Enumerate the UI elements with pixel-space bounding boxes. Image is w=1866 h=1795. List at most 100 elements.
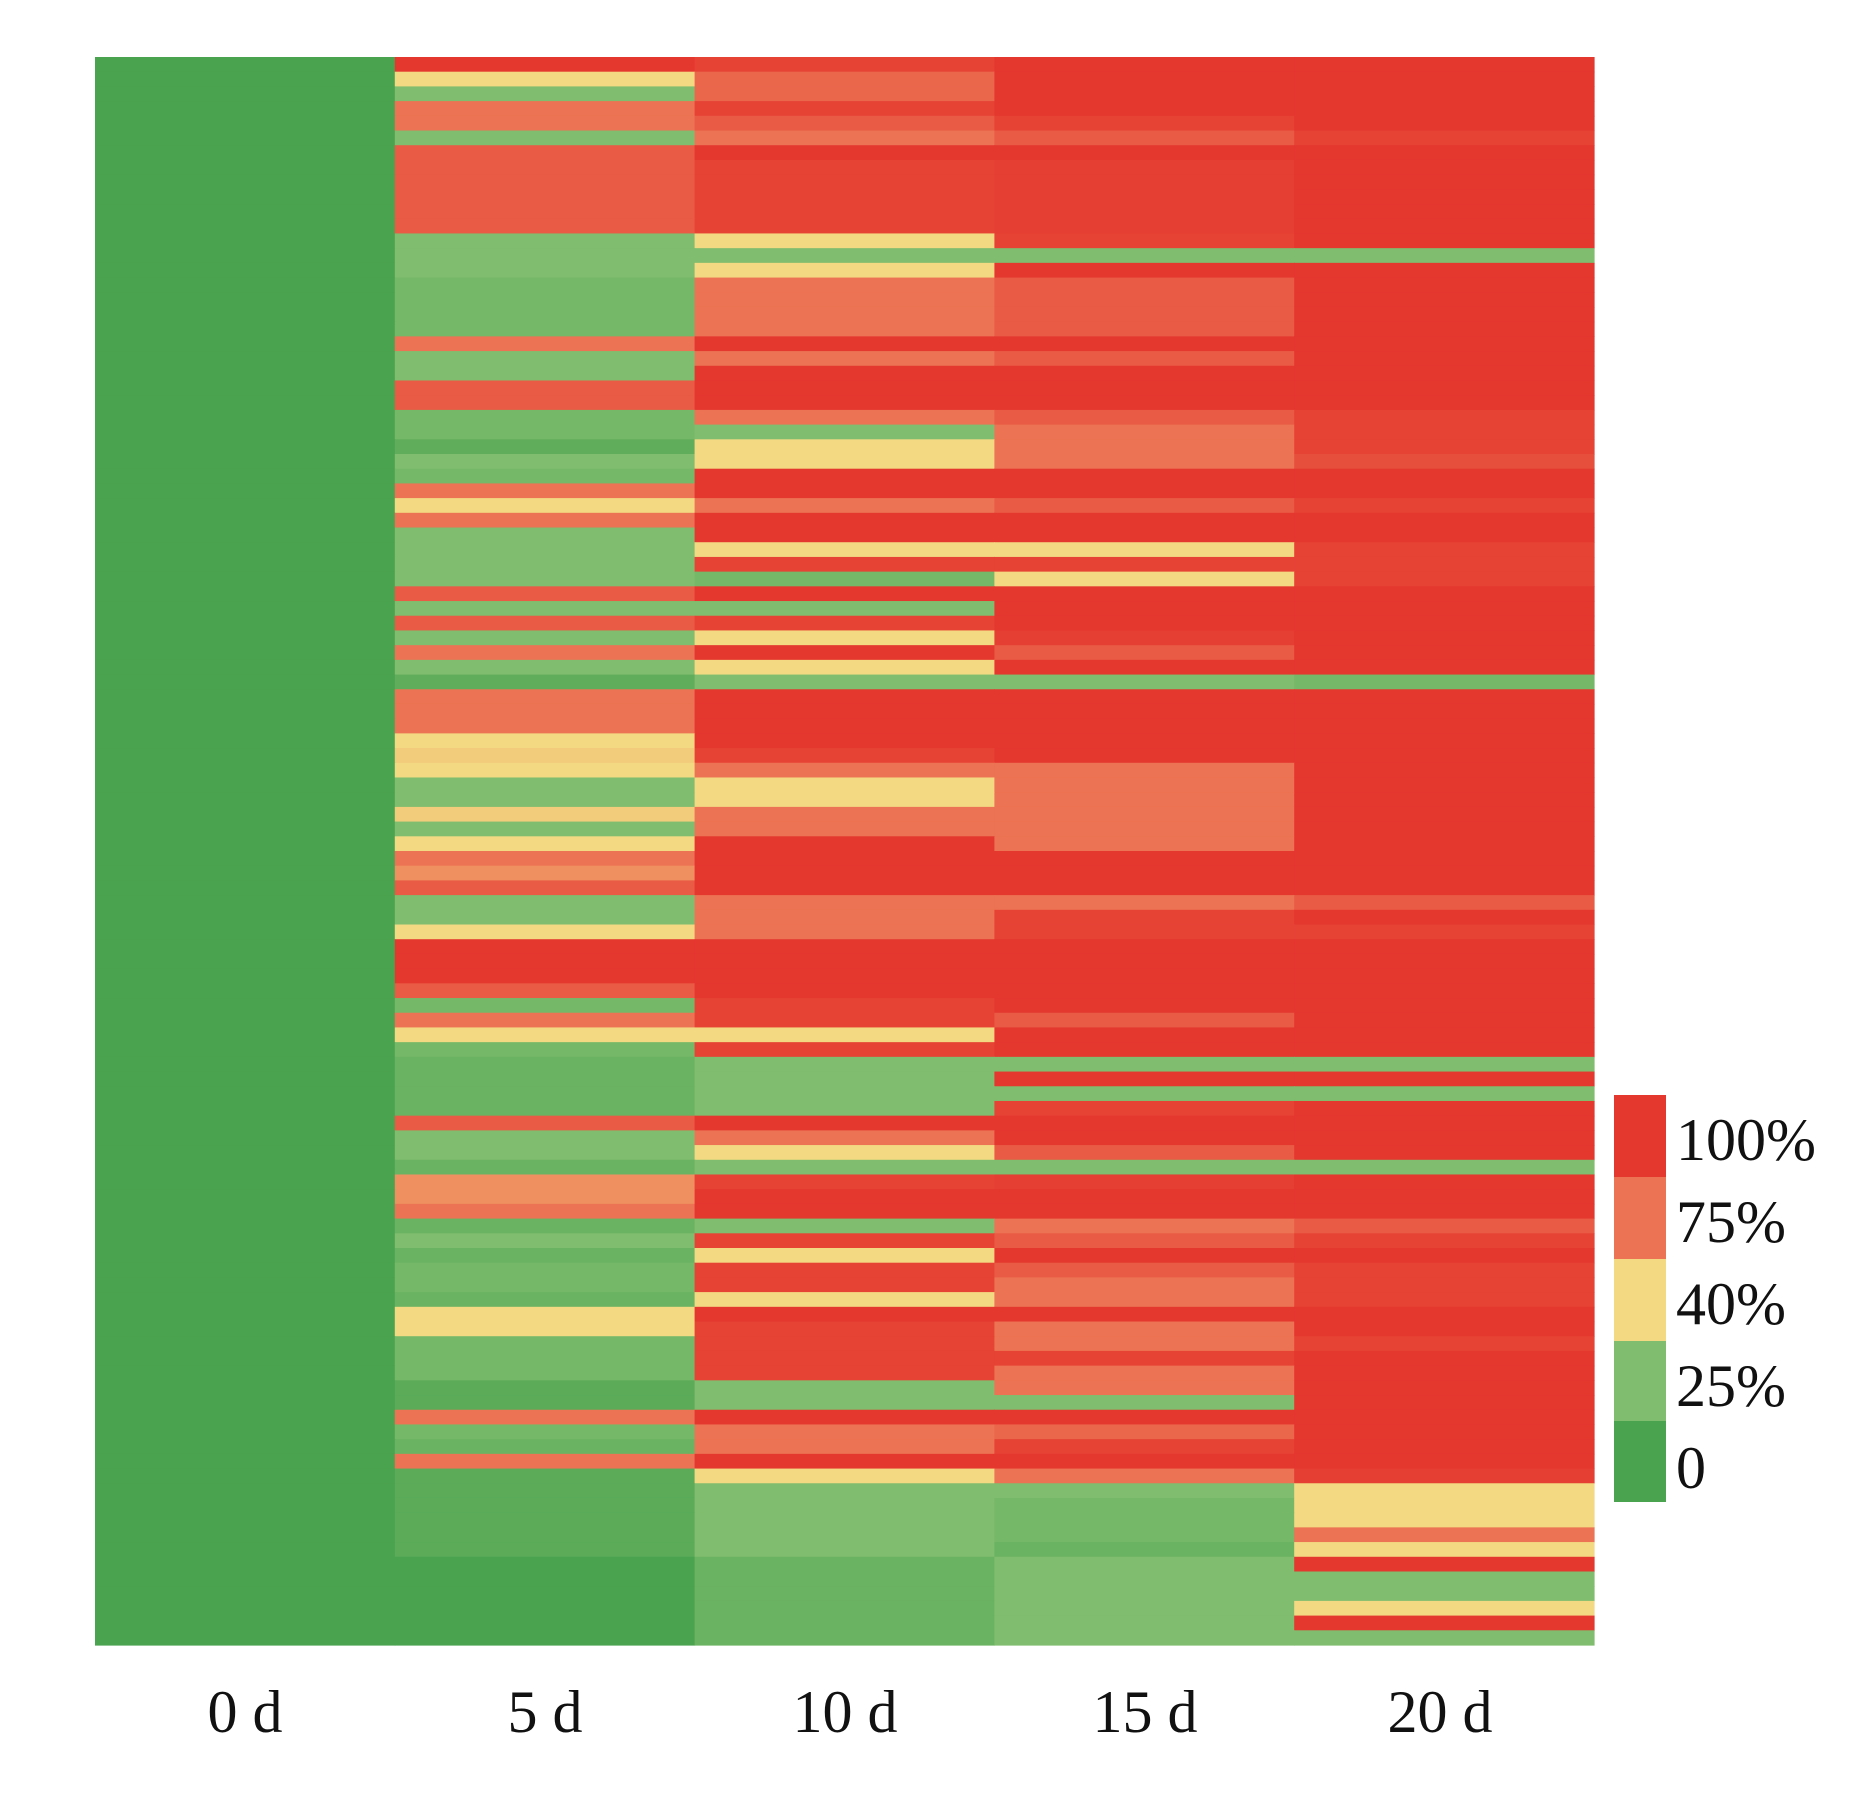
heatmap-cell	[394, 659, 696, 676]
heatmap-cell	[994, 836, 1295, 852]
heatmap-cell	[95, 1365, 396, 1381]
heatmap-cell	[394, 1365, 696, 1381]
heatmap-cell	[994, 1512, 1295, 1528]
heatmap-cell	[994, 556, 1295, 573]
heatmap-cell	[1294, 409, 1595, 426]
heatmap-cell	[1294, 909, 1595, 926]
heatmap-cell	[994, 1277, 1295, 1293]
heatmap-cell	[994, 1159, 1295, 1176]
heatmap-cell	[95, 1277, 396, 1293]
heatmap-cell	[694, 1262, 995, 1278]
heatmap-cell	[694, 880, 995, 896]
heatmap-cell	[394, 395, 696, 411]
heatmap-cell	[1294, 689, 1595, 705]
heatmap-cell	[394, 703, 696, 720]
heatmap-cell	[1294, 880, 1595, 896]
heatmap-cell	[694, 380, 995, 396]
heatmap-cell	[95, 468, 396, 484]
heatmap-cell	[694, 1115, 995, 1131]
heatmap-cell	[994, 1042, 1295, 1058]
heatmap-cell	[994, 115, 1295, 132]
heatmap-cell	[95, 1350, 396, 1367]
heatmap-cell	[95, 1439, 396, 1455]
heatmap-cell	[95, 351, 396, 367]
heatmap-cell	[994, 527, 1295, 543]
heatmap-cell	[394, 1027, 696, 1043]
heatmap-cell	[694, 1086, 995, 1102]
heatmap-cell	[994, 189, 1295, 205]
heatmap-cell	[994, 306, 1295, 323]
heatmap-cell	[1294, 1056, 1595, 1073]
heatmap-cell	[1294, 454, 1595, 470]
heatmap-cell	[994, 1453, 1295, 1470]
heatmap-cell	[394, 204, 696, 220]
heatmap-cell	[694, 1189, 995, 1205]
heatmap-cell	[95, 1336, 396, 1352]
heatmap-cell	[95, 277, 396, 293]
heatmap-cell	[994, 1542, 1295, 1558]
heatmap-cell	[1294, 1542, 1595, 1558]
heatmap-cell	[394, 424, 696, 440]
heatmap-cell	[994, 1086, 1295, 1102]
heatmap-cell	[394, 527, 696, 543]
heatmap-cell	[694, 1409, 995, 1426]
heatmap-cell	[1294, 468, 1595, 484]
heatmap-cell	[394, 1395, 696, 1411]
heatmap-cell	[994, 1262, 1295, 1278]
heatmap-cell	[394, 953, 696, 970]
heatmap-cell	[95, 1306, 396, 1323]
heatmap-cell	[694, 1292, 995, 1308]
heatmap-cell	[394, 1115, 696, 1131]
heatmap-cell	[1294, 968, 1595, 984]
heatmap-cell	[95, 880, 396, 896]
heatmap-cell	[95, 204, 396, 220]
heatmap-cell	[394, 1453, 696, 1470]
heatmap-cell	[694, 1248, 995, 1264]
heatmap-cell	[994, 924, 1295, 940]
heatmap-cell	[994, 1130, 1295, 1146]
heatmap-cell	[394, 968, 696, 984]
heatmap-cell	[95, 674, 396, 690]
heatmap-cell	[1294, 1586, 1595, 1602]
heatmap-cell	[95, 1321, 396, 1337]
heatmap-cell	[1294, 57, 1595, 73]
heatmap-cell	[994, 601, 1295, 617]
heatmap-cell	[394, 174, 696, 190]
heatmap-cell	[394, 380, 696, 396]
heatmap-cell	[95, 998, 396, 1014]
heatmap-cell	[394, 439, 696, 455]
heatmap-cell	[994, 983, 1295, 999]
heatmap-cell	[994, 821, 1295, 837]
heatmap-cell	[95, 424, 396, 440]
heatmap-cell	[694, 674, 995, 690]
heatmap-cell	[1294, 1218, 1595, 1234]
heatmap-cell	[95, 1071, 396, 1087]
heatmap-cell	[1294, 321, 1595, 337]
heatmap-cell	[694, 101, 995, 117]
heatmap-cell	[694, 586, 995, 602]
heatmap-cell	[994, 424, 1295, 440]
heatmap-cell	[994, 204, 1295, 220]
heatmap-cell	[694, 733, 995, 749]
heatmap-cell	[1294, 189, 1595, 205]
heatmap-cell	[1294, 71, 1595, 87]
heatmap-cell	[1294, 1468, 1595, 1484]
heatmap-cell	[1294, 777, 1595, 793]
heatmap-cell	[1294, 983, 1595, 999]
heatmap-cell	[95, 1027, 396, 1043]
x-tick-label: 15 d	[1093, 1679, 1198, 1745]
heatmap-cell	[994, 1600, 1295, 1617]
heatmap-cell	[994, 395, 1295, 411]
heatmap-cell	[95, 1292, 396, 1308]
heatmap-cell	[694, 1615, 995, 1631]
heatmap-cell	[994, 1630, 1295, 1646]
heatmap-cell	[95, 262, 396, 279]
heatmap-cell	[994, 57, 1295, 73]
heatmap-cell	[1294, 1174, 1595, 1190]
heatmap-cell	[694, 1042, 995, 1058]
heatmap-cell	[994, 1056, 1295, 1073]
x-tick-label: 5 d	[508, 1679, 583, 1745]
heatmap-cell	[95, 615, 396, 632]
heatmap-cell	[95, 1424, 396, 1440]
heatmap-cell	[394, 1145, 696, 1161]
